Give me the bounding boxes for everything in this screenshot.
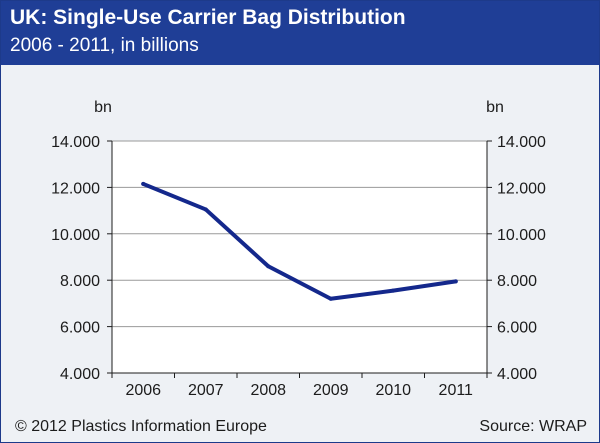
data-point [453, 279, 458, 284]
plot-area [112, 141, 487, 373]
y-tick-label-left: 12.000 [51, 180, 100, 197]
y-tick-label-left: 10.000 [51, 227, 100, 244]
data-point [328, 296, 333, 301]
x-tick-label: 2007 [188, 382, 224, 399]
chart-subtitle: 2006 - 2011, in billions [10, 35, 199, 56]
chart-title: UK: Single-Use Carrier Bag Distribution [10, 6, 406, 29]
y-tick-label-left: 8.000 [60, 273, 100, 290]
y-tick-label-left: 6.000 [60, 320, 100, 337]
y-tick-label-right: 12.000 [497, 180, 546, 197]
copyright-note: © 2012 Plastics Information Europe [15, 418, 267, 435]
data-point [391, 288, 396, 293]
x-tick-label: 2006 [125, 382, 161, 399]
x-tick-label: 2008 [250, 382, 286, 399]
right-axis-unit: bn [486, 99, 504, 116]
y-tick-label-right: 14.000 [497, 134, 546, 151]
y-tick-label-right: 10.000 [497, 227, 546, 244]
data-point [203, 207, 208, 212]
y-tick-label-right: 8.000 [497, 273, 537, 290]
series-line [141, 181, 458, 301]
y-tick-label-left: 4.000 [60, 366, 100, 383]
x-tick-label: 2009 [313, 382, 349, 399]
y-tick-label-right: 4.000 [497, 366, 537, 383]
data-point [141, 181, 146, 186]
left-axis-unit: bn [94, 99, 112, 116]
line-chart: bn bn 4.000 4.000 6.000 6.000 8.000 8.000 10.0… [51, 99, 546, 399]
data-point [266, 264, 271, 269]
x-tick-label: 2010 [375, 382, 411, 399]
chart-header: UK: Single-Use Carrier Bag Distribution … [1, 1, 599, 65]
y-tick-label-left: 14.000 [51, 134, 100, 151]
y-tick-label-right: 6.000 [497, 320, 537, 337]
source-note: Source: WRAP [479, 418, 587, 435]
x-tick-label: 2011 [439, 382, 474, 399]
